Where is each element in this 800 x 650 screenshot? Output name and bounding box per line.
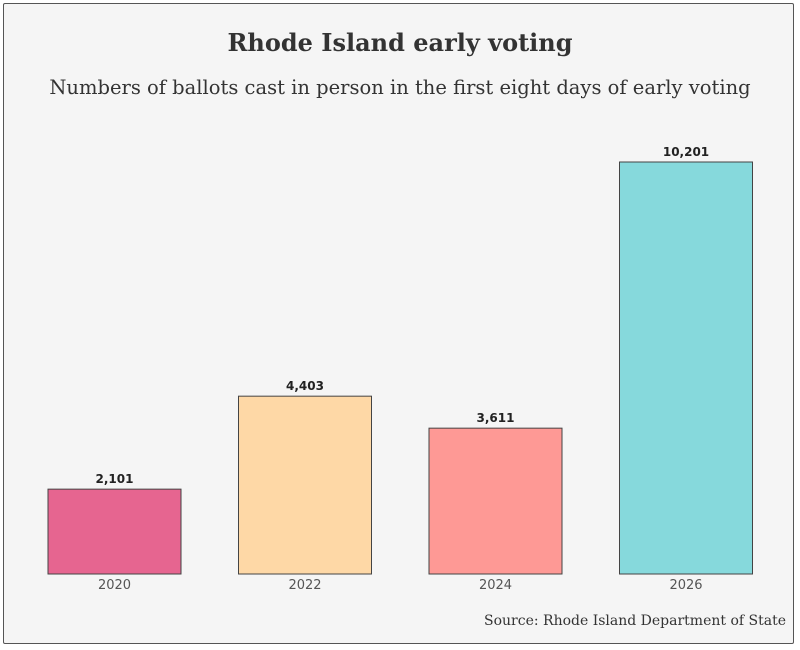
value-label-2026: 10,201 xyxy=(663,145,709,159)
bar-2020 xyxy=(47,488,182,575)
bar-2024 xyxy=(428,427,563,575)
value-label-2020: 2,101 xyxy=(96,472,134,486)
x-tick-label-2020: 2020 xyxy=(98,578,131,593)
value-label-2024: 3,611 xyxy=(477,411,515,425)
chart-title: Rhode Island early voting xyxy=(227,28,573,57)
source-note: Source: Rhode Island Department of State xyxy=(484,613,786,629)
x-tick-label-2024: 2024 xyxy=(479,578,512,593)
x-tick-label-2026: 2026 xyxy=(669,578,702,593)
value-label-2022: 4,403 xyxy=(286,379,324,393)
x-tick-label-2022: 2022 xyxy=(288,578,321,593)
bar-2022 xyxy=(238,395,372,575)
bar-2026 xyxy=(619,161,753,575)
chart-subtitle: Numbers of ballots cast in person in the… xyxy=(49,76,751,99)
